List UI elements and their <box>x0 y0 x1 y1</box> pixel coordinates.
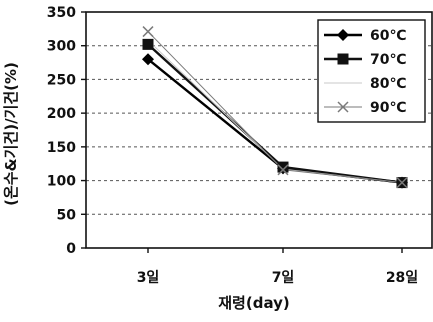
legend-marker-0 <box>337 29 349 41</box>
x-tick-label-2: 28일 <box>386 270 418 286</box>
legend-box <box>317 19 426 123</box>
y-tick-label-0: 0 <box>66 241 76 257</box>
y-tick-label-200: 200 <box>47 106 76 122</box>
y-tick-label-150: 150 <box>47 140 76 156</box>
point-s3-0-b <box>142 26 154 38</box>
point-s1-0 <box>142 38 154 50</box>
point-s3-1-b <box>277 164 289 176</box>
x-axis-label: 재령(day) <box>218 294 290 312</box>
legend-label-1: 70℃ <box>370 52 406 68</box>
y-tick-label-50: 50 <box>57 207 77 223</box>
point-s0-0 <box>142 53 154 66</box>
legend-label-2: 80℃ <box>370 76 406 92</box>
y-axis-ticks: 0 50 100 150 200 250 300 350 <box>47 5 86 257</box>
x-axis-ticks: 3일 7일 28일 <box>137 248 418 286</box>
plot-frame <box>85 11 433 249</box>
point-s3-2-b <box>396 177 408 189</box>
legend-items: 60℃ 70℃ 80℃ 90℃ <box>324 28 406 116</box>
y-tick-label-350: 350 <box>47 5 76 21</box>
point-s3-2 <box>396 177 408 189</box>
point-s3-0 <box>142 26 154 38</box>
y-tick-label-300: 300 <box>47 39 76 55</box>
legend-marker-3 <box>337 101 349 113</box>
y-tick-label-250: 250 <box>47 72 76 88</box>
legend-marker-1 <box>337 53 349 65</box>
series-markers <box>142 26 408 189</box>
legend-label-3: 90℃ <box>370 100 406 116</box>
legend-marker-3-b <box>337 101 349 113</box>
legend-label-0: 60℃ <box>370 28 406 44</box>
x-tick-label-1: 7일 <box>272 270 295 286</box>
x-tick-label-0: 3일 <box>137 270 160 286</box>
point-s1-1 <box>277 161 289 173</box>
legend: 60℃ 70℃ 80℃ 90℃ <box>317 19 426 123</box>
y-axis-label: (온수&기건)/기건(%) <box>2 62 20 206</box>
point-s3-1 <box>277 164 289 176</box>
y-tick-label-100: 100 <box>47 174 76 190</box>
